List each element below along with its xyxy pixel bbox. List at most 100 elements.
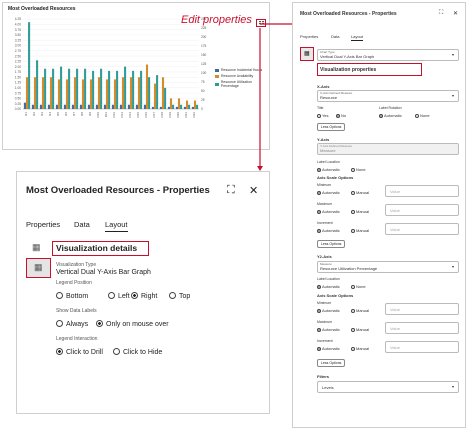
y2-min-manual-radio[interactable]: Manual (351, 308, 369, 313)
y-tick-label: 0.75 (15, 91, 21, 95)
bar (105, 79, 109, 109)
tab-data[interactable]: Data (331, 34, 340, 39)
grid-icon: ▦ (32, 242, 41, 252)
bar (68, 68, 71, 109)
inc-auto-radio[interactable]: Automatic (317, 228, 340, 233)
tab-properties[interactable]: Properties (26, 220, 61, 229)
legend-bottom-radio[interactable]: Bottom (56, 292, 88, 300)
y-tick-label: 1.25 (15, 81, 21, 85)
bar (47, 104, 50, 109)
close-icon[interactable]: ✕ (453, 11, 459, 17)
min-value-input[interactable]: Value (385, 185, 459, 197)
max-value-input[interactable]: Value (385, 204, 459, 216)
bar (116, 70, 119, 109)
tab-data[interactable]: Data (74, 220, 90, 229)
inc-manual-radio[interactable]: Manual (351, 228, 369, 233)
title-yes-radio[interactable]: Yes (317, 113, 329, 118)
labels-mouseover-radio[interactable]: Only on mouse over (96, 320, 169, 328)
x-tick-label: R17 (152, 112, 156, 118)
y2-location-auto-radio[interactable]: Automatic (317, 284, 340, 289)
bar (119, 104, 122, 109)
minimum-label: Minimum (317, 183, 332, 187)
y2-tick-label: 200 (201, 35, 207, 39)
bar (97, 77, 101, 109)
legend-item: Resource Availability (215, 74, 269, 78)
bar (76, 68, 79, 109)
chart-panel: Most Overloaded Resources 4.25 4.00 3.75 3.… (2, 2, 270, 150)
less-options-button[interactable]: Less Options (317, 123, 346, 131)
bar (143, 104, 146, 109)
min-manual-radio[interactable]: Manual (351, 190, 369, 195)
field-label: X-Axis Defined Measure (320, 91, 353, 95)
inc-value-input[interactable]: Value (385, 223, 459, 235)
click-to-hide-radio[interactable]: Click to Hide (113, 348, 162, 356)
title-no-radio[interactable]: No (336, 113, 346, 118)
y2-max-value-input[interactable]: Value (385, 322, 459, 334)
y2-tick-label: 125 (201, 62, 207, 66)
properties-panel-zoom: Most Overloaded Resources - Properties ⛶… (16, 171, 270, 414)
bar (87, 104, 90, 109)
tab-layout[interactable]: Layout (105, 220, 128, 232)
y-tick-label: 0.00 (15, 107, 21, 111)
x-tick-label: R11 (104, 112, 108, 118)
close-icon[interactable]: ✕ (249, 185, 259, 197)
less-options-button[interactable]: Less Options (317, 359, 346, 367)
bar (137, 77, 141, 109)
xaxis-select[interactable]: X-Axis Defined Measure Resource ▾ (317, 90, 459, 102)
click-to-drill-radio[interactable]: Click to Drill (56, 348, 103, 356)
yaxis-select[interactable]: Y-Axis Defined Measure Measure (317, 143, 459, 155)
chevron-down-icon: ▾ (452, 384, 455, 389)
max-manual-radio[interactable]: Manual (351, 209, 369, 214)
less-options-button[interactable]: Less Options (317, 240, 346, 248)
y2-inc-manual-radio[interactable]: Manual (351, 346, 369, 351)
placeholder: Value (390, 345, 400, 350)
yaxis-header: Y-Axis (317, 137, 330, 142)
y-tick-label: 4.00 (15, 22, 21, 26)
x-tick-label: R21 (184, 112, 188, 118)
location-none-radio[interactable]: None (351, 167, 366, 172)
bar (39, 104, 42, 109)
tab-properties[interactable]: Properties (300, 34, 319, 39)
bar (124, 66, 127, 109)
x-tick-label: R2 (32, 112, 36, 116)
legend-left-radio[interactable]: Left (108, 292, 130, 300)
bar (159, 106, 162, 109)
filters-select[interactable]: Levels ▾ (317, 381, 459, 393)
bar (31, 104, 34, 109)
location-auto-radio[interactable]: Automatic (317, 167, 340, 172)
legend-top-radio[interactable]: Top (169, 292, 190, 300)
viz-type-thumb[interactable]: ▦ (26, 258, 51, 278)
highlight-box (317, 63, 422, 76)
x-tick-label: R4 (48, 112, 52, 116)
expand-icon[interactable]: ⛶ (227, 184, 235, 196)
y-tick-label: 3.25 (15, 38, 21, 42)
y2-min-value-input[interactable]: Value (385, 303, 459, 315)
rotation-auto-radio[interactable]: Automatic (379, 113, 402, 118)
placeholder: Value (390, 208, 400, 213)
legend-right-radio[interactable]: Right (131, 292, 157, 300)
viz-type-label: Visualization Type (56, 262, 97, 268)
field-value: Resource Utilization Percentage (320, 266, 378, 271)
chart-type-select[interactable]: Chart Type Vertical Dual Y-Axis Bar Grap… (317, 49, 459, 61)
labels-always-radio[interactable]: Always (56, 320, 88, 328)
max-auto-radio[interactable]: Automatic (317, 209, 340, 214)
y2-max-auto-radio[interactable]: Automatic (317, 327, 340, 332)
grid-icon: ▦ (34, 262, 43, 272)
y2-max-manual-radio[interactable]: Manual (351, 327, 369, 332)
y2-inc-value-input[interactable]: Value (385, 341, 459, 353)
y2-inc-auto-radio[interactable]: Automatic (317, 346, 340, 351)
rotation-none-radio[interactable]: None (415, 113, 430, 118)
x-tick-label: R9 (88, 112, 92, 116)
label-rotation-label: Label Rotation (379, 106, 402, 110)
bar (121, 77, 125, 109)
y2-min-auto-radio[interactable]: Automatic (317, 308, 340, 313)
expand-icon[interactable]: ⛶ (439, 10, 444, 16)
tab-layout[interactable]: Layout (351, 34, 364, 41)
field-label: Chart Type (320, 50, 335, 54)
panel-title: Most Overloaded Resources - Properties (300, 11, 397, 17)
bar (79, 104, 82, 109)
min-auto-radio[interactable]: Automatic (317, 190, 340, 195)
y2axis-select[interactable]: Measure Resource Utilization Percentage … (317, 261, 459, 273)
chart-type-thumb[interactable]: ▦ (300, 47, 314, 61)
y2-location-none-radio[interactable]: None (351, 284, 366, 289)
